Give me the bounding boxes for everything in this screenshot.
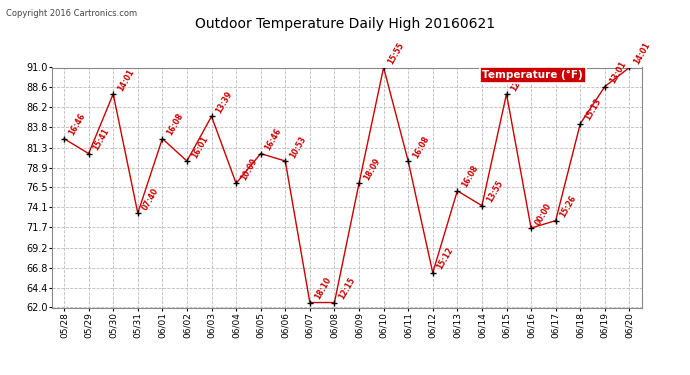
Text: 15:12: 15:12	[435, 246, 455, 272]
Text: 16:08: 16:08	[165, 112, 185, 137]
Text: Copyright 2016 Cartronics.com: Copyright 2016 Cartronics.com	[6, 9, 137, 18]
Text: Outdoor Temperature Daily High 20160621: Outdoor Temperature Daily High 20160621	[195, 17, 495, 31]
Text: 18:09: 18:09	[362, 156, 382, 182]
Text: 00:00: 00:00	[534, 201, 553, 226]
Text: 15:26: 15:26	[558, 194, 578, 219]
Text: 15:41: 15:41	[91, 127, 111, 152]
Text: 15:13: 15:13	[583, 97, 603, 122]
Text: 10:53: 10:53	[288, 134, 308, 160]
Text: 13:01: 13:01	[608, 60, 627, 85]
Text: 12:15: 12:15	[337, 276, 357, 301]
Text: 16:08: 16:08	[460, 164, 480, 189]
Text: 15:55: 15:55	[386, 41, 406, 66]
Text: 14:01: 14:01	[116, 67, 136, 93]
Text: 16:46: 16:46	[67, 112, 87, 137]
Text: 18:10: 18:10	[313, 276, 333, 301]
Text: 16:08: 16:08	[411, 134, 431, 160]
Text: 16:01: 16:01	[190, 134, 210, 160]
Text: Temperature (°F): Temperature (°F)	[482, 70, 583, 80]
Text: 07:40: 07:40	[141, 186, 161, 212]
Text: 16:46: 16:46	[264, 127, 284, 152]
Text: 14:01: 14:01	[632, 41, 652, 66]
Text: 10:09: 10:09	[239, 157, 259, 182]
Text: 12:38: 12:38	[509, 67, 529, 93]
Text: 13:39: 13:39	[215, 90, 234, 115]
Text: 13:55: 13:55	[484, 179, 504, 204]
